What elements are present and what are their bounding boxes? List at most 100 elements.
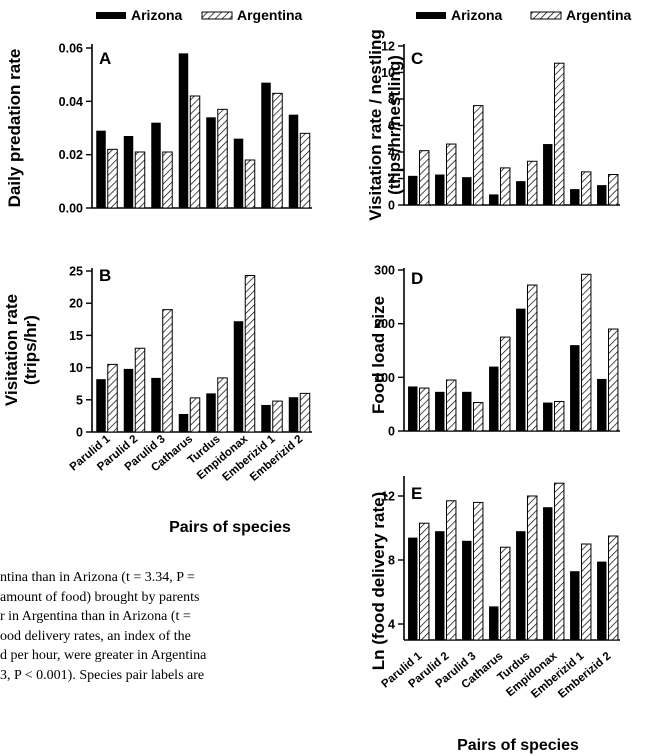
bar-arizona-emberizid-2 bbox=[597, 561, 607, 640]
bar-arizona-empidonax bbox=[233, 321, 244, 432]
legend-swatch-argentina bbox=[530, 11, 562, 20]
bar-argentina-catharus bbox=[189, 95, 201, 209]
bar-arizona-parulid-3 bbox=[151, 377, 161, 432]
bar-argentina-empidonax bbox=[554, 482, 565, 641]
caption-line: 3, P < 0.001). Species pair labels are bbox=[0, 667, 205, 683]
bar-argentina-empidonax bbox=[244, 159, 256, 209]
bar-argentina-parulid-3 bbox=[162, 151, 173, 209]
bar-argentina-turdus bbox=[217, 108, 228, 209]
bar-arizona-catharus bbox=[178, 53, 189, 209]
bar-argentina-emberizid-1 bbox=[272, 92, 283, 209]
y-axis-title: Daily predation rate bbox=[5, 49, 24, 208]
y-tick-label: 8 bbox=[388, 554, 395, 568]
legend-label-arizona: Arizona bbox=[131, 7, 183, 23]
bar-arizona-emberizid-2 bbox=[597, 378, 607, 431]
bar-arizona-emberizid-1 bbox=[261, 82, 271, 208]
bar-arizona-parulid-2 bbox=[435, 174, 445, 205]
caption-line: r in Argentina than in Arizona (t = bbox=[0, 609, 191, 624]
bar-argentina-emberizid-2 bbox=[608, 328, 619, 432]
bar-argentina-catharus bbox=[500, 167, 511, 206]
bar-argentina-emberizid-1 bbox=[581, 543, 592, 641]
bar-argentina-parulid-2 bbox=[446, 143, 457, 206]
bar-argentina-parulid-3 bbox=[473, 105, 484, 206]
bar-argentina-parulid-1 bbox=[419, 150, 430, 206]
bar-argentina-empidonax bbox=[554, 400, 565, 432]
caption-line: amount of food) brought by parents bbox=[0, 589, 200, 605]
y-tick-label: 4 bbox=[388, 146, 395, 160]
legend-right: Arizona Argentina bbox=[416, 7, 632, 23]
bar-argentina-emberizid-2 bbox=[299, 132, 311, 209]
bar-arizona-parulid-1 bbox=[96, 379, 106, 432]
y-axis-title-line: (trips/hr) bbox=[21, 315, 40, 385]
bar-arizona-parulid-2 bbox=[123, 136, 134, 208]
bars bbox=[408, 273, 619, 432]
legend-swatch-argentina bbox=[201, 11, 233, 20]
bar-arizona-catharus bbox=[489, 366, 499, 431]
bar-argentina-emberizid-2 bbox=[608, 174, 619, 206]
panel-c: 0 2 4 6 8 10 12 C Visitation rate / nestling (tri… bbox=[366, 29, 620, 221]
legend-label-argentina: Argentina bbox=[237, 7, 303, 23]
bar-argentina-parulid-2 bbox=[134, 151, 146, 209]
y-tick-label: 0.06 bbox=[59, 42, 83, 56]
bar-argentina-parulid-2 bbox=[446, 500, 457, 641]
y-axis-title-line: Ln (food delivery rate) bbox=[369, 492, 388, 671]
bar-arizona-parulid-3 bbox=[462, 391, 472, 431]
bar-arizona-parulid-2 bbox=[435, 391, 445, 431]
y-tick-label: 10 bbox=[381, 66, 395, 80]
y-axis-title-line: Food load size bbox=[369, 296, 388, 414]
bar-argentina-emberizid-1 bbox=[272, 400, 283, 433]
bar-arizona-emberizid-1 bbox=[570, 571, 580, 640]
y-axis-title: Visitation rate / nestling (trips/hr/nest… bbox=[366, 29, 404, 220]
y-tick-label: 4 bbox=[388, 618, 395, 632]
bar-arizona-emberizid-2 bbox=[288, 397, 299, 432]
bars bbox=[408, 482, 619, 641]
y-tick-label: 2 bbox=[388, 172, 395, 186]
bar-arizona-parulid-3 bbox=[462, 177, 472, 205]
bar-arizona-empidonax bbox=[233, 138, 244, 208]
bar-argentina-catharus bbox=[500, 546, 511, 641]
bar-argentina-parulid-3 bbox=[473, 501, 484, 641]
bar-arizona-emberizid-1 bbox=[261, 404, 271, 432]
panel-letter: C bbox=[411, 49, 423, 68]
bar-arizona-empidonax bbox=[543, 402, 553, 431]
bar-arizona-turdus bbox=[516, 308, 526, 431]
bar-argentina-catharus bbox=[189, 397, 201, 433]
bar-argentina-turdus bbox=[527, 284, 538, 432]
panel-a: 0.00 0.02 0.04 0.06 A Daily predation rate bbox=[5, 42, 312, 216]
bar-arizona-catharus bbox=[489, 194, 499, 205]
bar-arizona-emberizid-1 bbox=[570, 345, 580, 431]
legend-swatch-arizona bbox=[96, 12, 126, 19]
bar-arizona-parulid-3 bbox=[462, 540, 472, 640]
bar-argentina-parulid-3 bbox=[473, 402, 484, 432]
bar-arizona-turdus bbox=[516, 531, 526, 640]
panel-letter: D bbox=[411, 269, 423, 288]
bar-argentina-emberizid-1 bbox=[581, 171, 592, 206]
legend-swatch-arizona bbox=[416, 12, 446, 19]
y-tick-label: 300 bbox=[374, 264, 395, 278]
bar-argentina-emberizid-1 bbox=[581, 273, 592, 432]
y-tick-label: 0 bbox=[76, 426, 83, 440]
bar-argentina-parulid-2 bbox=[134, 347, 146, 433]
y-axis-title-line: Visitation rate bbox=[2, 294, 21, 406]
bar-argentina-emberizid-2 bbox=[608, 535, 619, 641]
y-axis-title-line: Daily predation rate bbox=[5, 49, 24, 208]
bar-argentina-parulid-2 bbox=[446, 379, 457, 432]
bars bbox=[96, 275, 311, 433]
y-axis-title-line: Visitation rate / nestling bbox=[366, 29, 385, 220]
bar-arizona-parulid-2 bbox=[123, 368, 134, 432]
y-tick-label: 5 bbox=[76, 393, 83, 407]
bar-arizona-empidonax bbox=[543, 144, 553, 205]
bar-arizona-catharus bbox=[178, 413, 189, 432]
caption-line: ood delivery rates, an index of the bbox=[0, 628, 191, 644]
bar-argentina-parulid-3 bbox=[162, 309, 173, 433]
bar-argentina-turdus bbox=[527, 160, 538, 206]
bar-arizona-emberizid-1 bbox=[570, 189, 580, 205]
bar-arizona-emberizid-2 bbox=[597, 185, 607, 205]
x-axis-title-left: Pairs of species bbox=[169, 519, 291, 536]
legend-label-arizona: Arizona bbox=[451, 7, 503, 23]
y-tick-label: 10 bbox=[69, 361, 83, 375]
bar-arizona-empidonax bbox=[543, 507, 553, 640]
bar-arizona-turdus bbox=[206, 117, 216, 208]
